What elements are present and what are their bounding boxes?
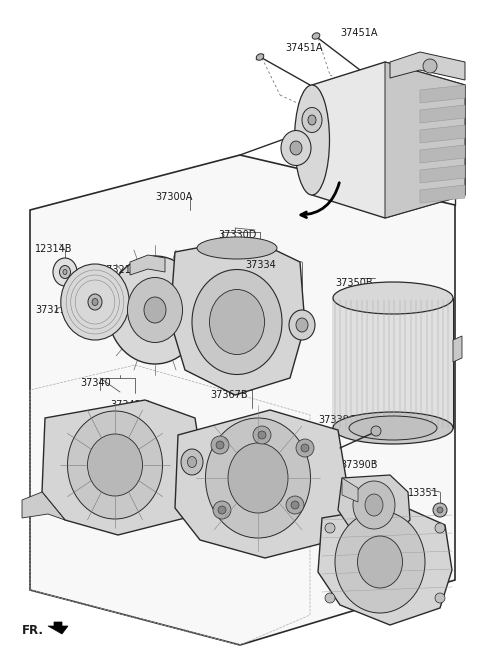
Circle shape <box>435 523 445 533</box>
Ellipse shape <box>295 85 329 195</box>
Polygon shape <box>22 492 65 520</box>
Text: FR.: FR. <box>22 624 44 637</box>
Circle shape <box>423 59 437 73</box>
Ellipse shape <box>88 294 102 310</box>
Text: 37350B: 37350B <box>335 278 372 288</box>
Circle shape <box>216 441 224 449</box>
Polygon shape <box>420 125 465 143</box>
Text: 37330D: 37330D <box>218 230 256 240</box>
Ellipse shape <box>333 282 453 314</box>
Polygon shape <box>30 155 455 645</box>
Circle shape <box>213 501 231 519</box>
Ellipse shape <box>281 131 311 165</box>
Ellipse shape <box>128 277 182 342</box>
Ellipse shape <box>349 416 437 440</box>
Text: 37338C: 37338C <box>318 415 356 425</box>
Text: 37451A: 37451A <box>285 43 323 53</box>
Ellipse shape <box>365 494 383 516</box>
Text: 25287P: 25287P <box>306 140 343 150</box>
Ellipse shape <box>192 270 282 375</box>
Polygon shape <box>130 255 165 275</box>
Ellipse shape <box>108 256 203 364</box>
Circle shape <box>258 431 266 439</box>
Polygon shape <box>420 165 465 183</box>
Text: 37300A: 37300A <box>155 192 192 202</box>
Ellipse shape <box>181 449 203 475</box>
Text: 37311E: 37311E <box>35 305 72 315</box>
Circle shape <box>325 523 335 533</box>
Polygon shape <box>420 145 465 163</box>
Circle shape <box>291 501 299 509</box>
Polygon shape <box>420 185 465 203</box>
Text: 37451A: 37451A <box>340 28 377 38</box>
Text: 37321B: 37321B <box>100 265 138 275</box>
Circle shape <box>253 426 271 444</box>
Ellipse shape <box>296 318 308 332</box>
Circle shape <box>286 496 304 514</box>
Circle shape <box>325 593 335 603</box>
Ellipse shape <box>63 270 67 274</box>
Ellipse shape <box>209 289 264 354</box>
Circle shape <box>433 503 447 517</box>
Ellipse shape <box>335 511 425 613</box>
Circle shape <box>218 506 226 514</box>
Ellipse shape <box>353 481 395 529</box>
Circle shape <box>437 507 443 513</box>
Polygon shape <box>318 505 452 625</box>
Ellipse shape <box>289 310 315 340</box>
Polygon shape <box>75 295 115 318</box>
Ellipse shape <box>68 411 163 519</box>
Ellipse shape <box>228 443 288 513</box>
Polygon shape <box>390 52 465 80</box>
Ellipse shape <box>87 434 143 496</box>
Polygon shape <box>453 336 462 362</box>
Ellipse shape <box>358 536 403 588</box>
Polygon shape <box>48 622 68 634</box>
Text: 37370B: 37370B <box>268 522 306 532</box>
Ellipse shape <box>308 115 316 125</box>
Ellipse shape <box>53 258 77 286</box>
Polygon shape <box>312 62 465 218</box>
Ellipse shape <box>205 418 311 538</box>
Circle shape <box>296 439 314 457</box>
Ellipse shape <box>60 266 71 279</box>
Text: 37367B: 37367B <box>210 390 248 400</box>
Ellipse shape <box>290 141 302 155</box>
Circle shape <box>211 436 229 454</box>
Polygon shape <box>333 298 453 428</box>
Ellipse shape <box>256 54 264 60</box>
Polygon shape <box>420 105 465 123</box>
Polygon shape <box>338 475 410 538</box>
Ellipse shape <box>61 264 129 340</box>
Ellipse shape <box>333 412 453 444</box>
Text: 37340: 37340 <box>80 378 111 388</box>
Ellipse shape <box>197 237 277 259</box>
Polygon shape <box>42 400 205 535</box>
Polygon shape <box>385 62 465 218</box>
Polygon shape <box>420 85 465 103</box>
Ellipse shape <box>188 457 196 468</box>
Ellipse shape <box>302 108 322 133</box>
Polygon shape <box>170 238 305 395</box>
Text: 37342: 37342 <box>110 400 141 410</box>
Polygon shape <box>175 410 348 558</box>
Polygon shape <box>342 478 358 502</box>
Text: 12314B: 12314B <box>35 244 72 254</box>
Text: 37390B: 37390B <box>340 460 377 470</box>
Circle shape <box>371 426 381 436</box>
Circle shape <box>301 444 309 452</box>
Ellipse shape <box>92 298 98 306</box>
Circle shape <box>435 593 445 603</box>
Ellipse shape <box>144 297 166 323</box>
Text: 37334: 37334 <box>245 260 276 270</box>
Ellipse shape <box>312 33 320 39</box>
Text: 13351: 13351 <box>408 488 439 498</box>
